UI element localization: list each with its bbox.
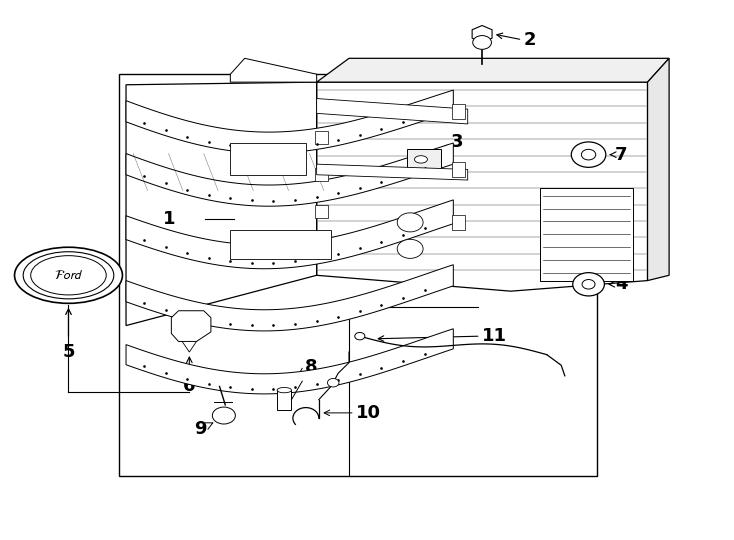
Bar bbox=[452, 104, 465, 119]
Bar bbox=[315, 205, 328, 218]
Circle shape bbox=[355, 333, 365, 340]
Circle shape bbox=[581, 150, 596, 160]
Ellipse shape bbox=[31, 255, 106, 295]
Bar bbox=[452, 162, 465, 177]
Text: 3: 3 bbox=[451, 133, 464, 151]
Polygon shape bbox=[182, 341, 197, 352]
Text: 10: 10 bbox=[356, 404, 381, 422]
Ellipse shape bbox=[23, 252, 114, 299]
Text: $\mathcal{Ford}$: $\mathcal{Ford}$ bbox=[54, 269, 84, 282]
Bar bbox=[315, 168, 328, 181]
Text: 6: 6 bbox=[183, 377, 195, 395]
Text: 8: 8 bbox=[298, 358, 317, 376]
Circle shape bbox=[212, 407, 236, 424]
Bar bbox=[315, 242, 328, 255]
Text: 1: 1 bbox=[162, 210, 175, 228]
Bar bbox=[452, 215, 465, 230]
Ellipse shape bbox=[15, 247, 123, 303]
Text: 4: 4 bbox=[615, 275, 628, 293]
Circle shape bbox=[584, 234, 610, 253]
Bar bbox=[230, 143, 306, 175]
Polygon shape bbox=[316, 98, 468, 124]
Polygon shape bbox=[126, 90, 454, 153]
Polygon shape bbox=[126, 265, 454, 331]
Text: 11: 11 bbox=[482, 327, 507, 345]
Polygon shape bbox=[316, 164, 468, 180]
Ellipse shape bbox=[277, 388, 291, 393]
Bar bbox=[407, 150, 441, 170]
Text: 2: 2 bbox=[524, 31, 537, 49]
Polygon shape bbox=[171, 310, 211, 341]
Circle shape bbox=[397, 213, 423, 232]
Text: 5: 5 bbox=[62, 343, 75, 361]
Polygon shape bbox=[126, 200, 454, 269]
Polygon shape bbox=[647, 58, 669, 281]
Bar bbox=[315, 131, 328, 144]
Bar bbox=[230, 230, 331, 259]
Bar bbox=[539, 188, 633, 281]
Polygon shape bbox=[126, 329, 454, 394]
Circle shape bbox=[473, 36, 492, 49]
Circle shape bbox=[582, 280, 595, 289]
Circle shape bbox=[327, 379, 339, 387]
Circle shape bbox=[397, 239, 423, 258]
Bar bbox=[119, 74, 597, 476]
Polygon shape bbox=[316, 82, 647, 291]
Ellipse shape bbox=[415, 156, 427, 163]
Text: 7: 7 bbox=[615, 146, 628, 164]
Bar bbox=[277, 390, 291, 410]
Polygon shape bbox=[316, 58, 669, 82]
Polygon shape bbox=[230, 58, 316, 82]
Circle shape bbox=[571, 142, 606, 167]
Text: 9: 9 bbox=[195, 420, 213, 438]
Circle shape bbox=[573, 273, 604, 296]
Polygon shape bbox=[126, 143, 454, 206]
